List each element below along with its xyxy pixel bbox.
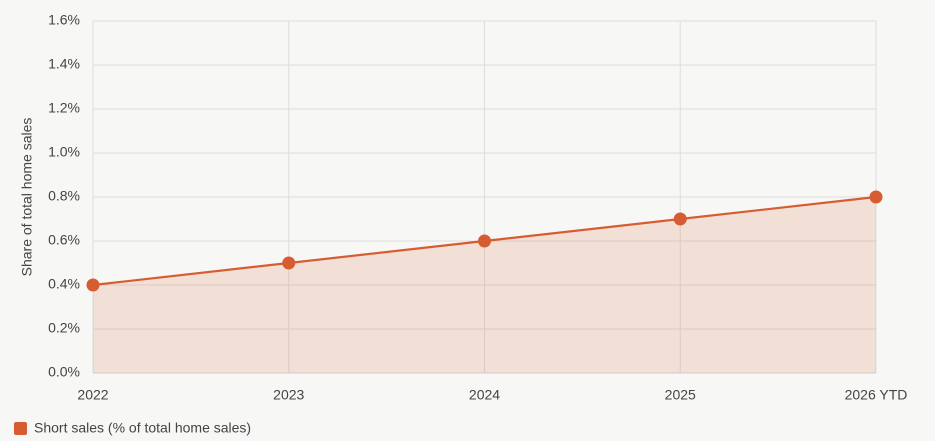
x-tick-label: 2022: [77, 387, 108, 403]
y-tick-label: 0.8%: [48, 188, 80, 204]
y-tick-label: 0.0%: [48, 364, 80, 380]
y-tick-label: 0.4%: [48, 276, 80, 292]
x-tick-label: 2023: [273, 387, 304, 403]
y-tick-label: 1.2%: [48, 100, 80, 116]
y-axis-label: Share of total home sales: [19, 118, 35, 277]
point: [282, 256, 296, 270]
y-tick-label: 1.4%: [48, 56, 80, 72]
x-tick-label: 2026 YTD: [845, 387, 908, 403]
y-tick-label: 0.2%: [48, 320, 80, 336]
point: [869, 190, 883, 204]
y-tick-label: 0.6%: [48, 232, 80, 248]
point: [673, 212, 687, 226]
area: [93, 197, 876, 373]
x-tick-label: 2025: [665, 387, 696, 403]
point: [86, 278, 100, 292]
y-tick-label: 1.0%: [48, 144, 80, 160]
point: [478, 234, 491, 248]
legend-swatch: [14, 422, 27, 435]
y-tick-label: 1.6%: [48, 12, 80, 28]
x-tick-label: 2024: [469, 387, 500, 403]
legend-label: Short sales (% of total home sales): [34, 420, 251, 436]
